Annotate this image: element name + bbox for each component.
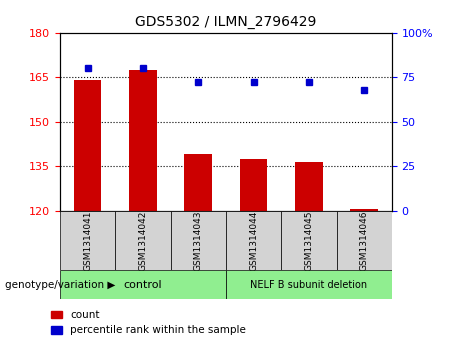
Bar [74,80,101,211]
Text: GSM1314046: GSM1314046 [360,210,369,271]
FancyBboxPatch shape [171,211,226,270]
Bar [129,70,157,211]
FancyBboxPatch shape [60,211,115,270]
FancyBboxPatch shape [337,211,392,270]
Legend: count, percentile rank within the sample: count, percentile rank within the sample [51,310,246,335]
FancyBboxPatch shape [226,270,392,299]
Text: GSM1314045: GSM1314045 [304,210,313,271]
Title: GDS5302 / ILMN_2796429: GDS5302 / ILMN_2796429 [135,15,317,29]
FancyBboxPatch shape [115,211,171,270]
Text: GSM1314041: GSM1314041 [83,210,92,271]
FancyBboxPatch shape [60,270,226,299]
FancyBboxPatch shape [281,211,337,270]
Text: NELF B subunit deletion: NELF B subunit deletion [250,280,367,290]
FancyBboxPatch shape [226,211,281,270]
Text: control: control [124,280,162,290]
Text: GSM1314044: GSM1314044 [249,210,258,271]
Bar [240,159,267,211]
Bar [350,209,378,211]
Text: genotype/variation ▶: genotype/variation ▶ [5,280,115,290]
Bar [184,154,212,211]
Bar [295,162,323,211]
Text: GSM1314043: GSM1314043 [194,210,203,271]
Text: GSM1314042: GSM1314042 [138,210,148,271]
